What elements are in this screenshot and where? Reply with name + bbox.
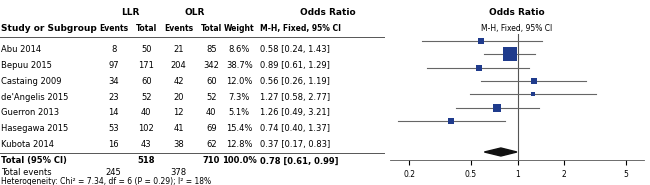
Text: 1.27 [0.58, 2.77]: 1.27 [0.58, 2.77] <box>260 93 330 102</box>
Text: Castaing 2009: Castaing 2009 <box>1 77 61 86</box>
Text: Odds Ratio: Odds Ratio <box>489 8 545 16</box>
Text: 53: 53 <box>109 124 119 133</box>
Text: 20: 20 <box>174 93 184 102</box>
Text: Total (95% CI): Total (95% CI) <box>1 157 66 165</box>
Text: Bepuu 2015: Bepuu 2015 <box>1 61 51 70</box>
Text: 14: 14 <box>109 108 119 117</box>
Text: 50: 50 <box>141 46 151 54</box>
Text: 23: 23 <box>109 93 119 102</box>
Text: 52: 52 <box>141 93 151 102</box>
Text: 8: 8 <box>111 46 116 54</box>
Text: 43: 43 <box>141 140 151 149</box>
Text: LLR: LLR <box>121 8 139 16</box>
Text: 12.0%: 12.0% <box>226 77 252 86</box>
Text: Total: Total <box>201 24 222 33</box>
Text: 1.26 [0.49, 3.21]: 1.26 [0.49, 3.21] <box>260 108 330 117</box>
Text: 42: 42 <box>174 77 184 86</box>
Text: 0.74 [0.40, 1.37]: 0.74 [0.40, 1.37] <box>260 124 330 133</box>
Text: Heterogeneity: Chi² = 7.34, df = 6 (P = 0.29); I² = 18%: Heterogeneity: Chi² = 7.34, df = 6 (P = … <box>1 177 211 185</box>
Text: 5.1%: 5.1% <box>229 108 250 117</box>
Text: 12.8%: 12.8% <box>226 140 252 149</box>
Text: 171: 171 <box>138 61 154 70</box>
Text: M-H, Fixed, 95% CI: M-H, Fixed, 95% CI <box>260 24 341 33</box>
Text: 40: 40 <box>141 108 151 117</box>
Text: 34: 34 <box>109 77 119 86</box>
Text: 102: 102 <box>138 124 154 133</box>
Text: Total: Total <box>136 24 157 33</box>
Text: 38.7%: 38.7% <box>226 61 253 70</box>
Polygon shape <box>484 148 517 156</box>
Text: 12: 12 <box>174 108 184 117</box>
Text: 41: 41 <box>174 124 184 133</box>
Text: 52: 52 <box>206 93 216 102</box>
Text: 21: 21 <box>174 46 184 54</box>
Text: 0.78 [0.61, 0.99]: 0.78 [0.61, 0.99] <box>260 157 339 165</box>
Text: 342: 342 <box>203 61 219 70</box>
Text: 16: 16 <box>109 140 119 149</box>
Text: 85: 85 <box>206 46 216 54</box>
Text: 0.89 [0.61, 1.29]: 0.89 [0.61, 1.29] <box>260 61 330 70</box>
Text: Events: Events <box>99 24 128 33</box>
Text: de'Angelis 2015: de'Angelis 2015 <box>1 93 68 102</box>
Text: 60: 60 <box>206 77 216 86</box>
Text: 60: 60 <box>141 77 151 86</box>
Text: Odds Ratio: Odds Ratio <box>300 8 356 16</box>
Text: Guerron 2013: Guerron 2013 <box>1 108 58 117</box>
Text: 62: 62 <box>206 140 216 149</box>
Text: Abu 2014: Abu 2014 <box>1 46 41 54</box>
Text: 710: 710 <box>203 157 220 165</box>
Text: 15.4%: 15.4% <box>226 124 252 133</box>
Text: Weight: Weight <box>224 24 255 33</box>
Text: 0.58 [0.24, 1.43]: 0.58 [0.24, 1.43] <box>260 46 330 54</box>
Text: 38: 38 <box>174 140 184 149</box>
Text: 100.0%: 100.0% <box>222 157 257 165</box>
Text: Hasegawa 2015: Hasegawa 2015 <box>1 124 68 133</box>
Text: 8.6%: 8.6% <box>229 46 250 54</box>
Text: 204: 204 <box>171 61 187 70</box>
Text: 40: 40 <box>206 108 216 117</box>
Text: M-H, Fixed, 95% CI: M-H, Fixed, 95% CI <box>481 24 552 33</box>
Text: OLR: OLR <box>185 8 205 16</box>
Text: Kubota 2014: Kubota 2014 <box>1 140 54 149</box>
Text: Study or Subgroup: Study or Subgroup <box>1 24 96 33</box>
Text: 7.3%: 7.3% <box>229 93 250 102</box>
Text: 378: 378 <box>171 168 187 177</box>
Text: 97: 97 <box>109 61 119 70</box>
Text: 0.56 [0.26, 1.19]: 0.56 [0.26, 1.19] <box>260 77 330 86</box>
Text: 518: 518 <box>138 157 155 165</box>
Text: Total events: Total events <box>1 168 51 177</box>
Text: 245: 245 <box>106 168 122 177</box>
Text: Events: Events <box>164 24 193 33</box>
Text: 0.37 [0.17, 0.83]: 0.37 [0.17, 0.83] <box>260 140 330 149</box>
Text: 69: 69 <box>206 124 216 133</box>
